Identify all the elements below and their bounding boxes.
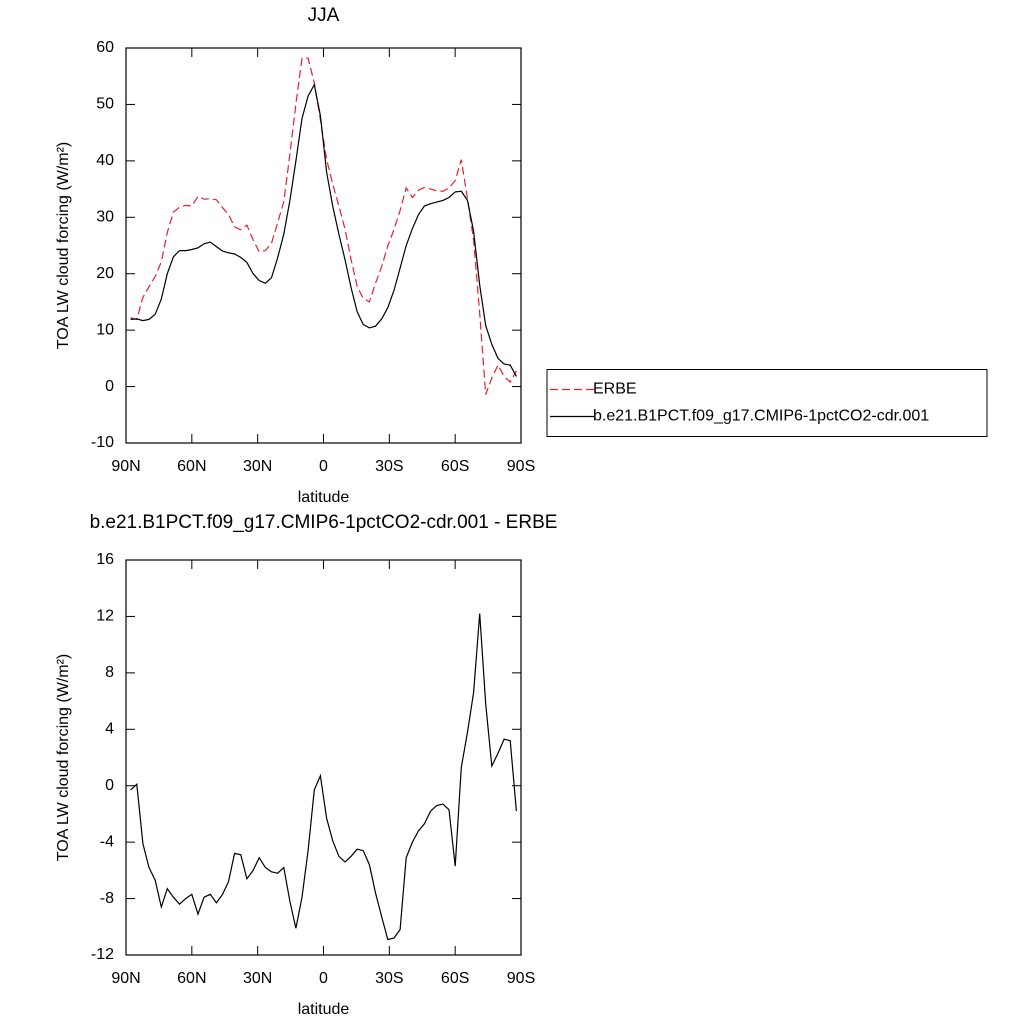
chart-title: JJA [308,5,340,26]
legend: ERBE b.e21.B1PCT.f09_g17.CMIP6-1pctCO2-cd… [546,369,988,437]
plot-frame [125,47,522,444]
y-tick-label: 30 [96,209,114,226]
y-tick-label: 50 [96,96,114,113]
data-line [130,82,517,377]
x-tick-label: 60S [441,970,469,987]
x-tick-label: 90S [507,970,535,987]
y-tick-label: 40 [96,152,114,169]
data-line [130,613,517,941]
y-tick-label: -12 [91,946,114,963]
x-tick-label: 30N [243,458,272,475]
x-tick-label: 90N [111,458,140,475]
y-tick-label: 20 [96,265,114,282]
y-axis-label: TOA LW cloud forcing (W/m²) [55,654,72,861]
plot-frame [125,559,522,956]
x-tick-label: 0 [319,970,328,987]
y-tick-label: -8 [100,890,114,907]
y-tick-label: 0 [105,777,114,794]
x-tick-label: 0 [319,458,328,475]
x-tick-label: 60S [441,458,469,475]
x-tick-label: 30S [375,970,403,987]
y-tick-label: 12 [96,608,114,625]
x-axis-label: latitude [298,1001,350,1018]
x-tick-label: 60N [177,458,206,475]
x-tick-label: 60N [177,970,206,987]
x-tick-label: 30S [375,458,403,475]
legend-label: ERBE [593,381,637,398]
y-tick-label: -10 [91,434,114,451]
legend-frame [546,369,988,437]
x-tick-label: 90N [111,970,140,987]
y-tick-label: 10 [96,321,114,338]
y-tick-label: 4 [105,721,114,738]
data-line [130,57,517,395]
legend-label: b.e21.B1PCT.f09_g17.CMIP6-1pctCO2-cdr.00… [593,408,929,425]
x-tick-label: 90S [507,458,535,475]
y-tick-label: 8 [105,664,114,681]
chart-title: b.e21.B1PCT.f09_g17.CMIP6-1pctCO2-cdr.00… [90,512,558,533]
y-tick-label: -4 [100,833,114,850]
y-axis-label: TOA LW cloud forcing (W/m²) [55,142,72,349]
y-tick-label: 16 [96,551,114,568]
x-axis-label: latitude [298,489,350,506]
y-tick-label: 0 [105,378,114,395]
y-tick-label: 60 [96,39,114,56]
x-tick-label: 30N [243,970,272,987]
